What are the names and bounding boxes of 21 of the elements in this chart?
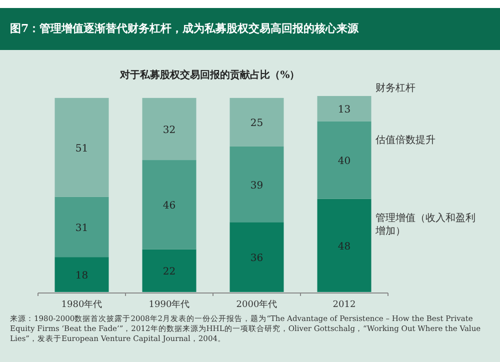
legend-item: 财务杠杆: [375, 82, 416, 96]
data-label: 48: [338, 241, 351, 252]
title: 图7：管理增值逐渐替代财务杠杆，成为私募股权交易高回报的核心来源: [0, 8, 500, 50]
x-tick-label: 1990年代: [148, 299, 190, 310]
data-label: 40: [338, 156, 351, 168]
data-label: 25: [250, 118, 264, 130]
legend-item: 估值倍数提升: [375, 134, 436, 147]
x-tick-label: 1980年代: [61, 299, 102, 310]
subtitle: 对于私募股权交易回报的贡献占比（%）: [118, 68, 301, 82]
data-label: 46: [162, 200, 176, 212]
data-label: 32: [162, 124, 176, 136]
data-label: 39: [250, 180, 264, 192]
data-label: 18: [75, 270, 88, 282]
data-label: 36: [250, 253, 264, 264]
x-tick-label: 2012: [332, 300, 356, 310]
data-label: 13: [338, 104, 351, 116]
data-label: 31: [75, 222, 88, 234]
legend-item: 管理增值（收入和盈利增加）: [375, 212, 476, 238]
x-tick-label: 2000年代: [236, 299, 278, 310]
data-label: 51: [75, 143, 88, 154]
data-label: 22: [162, 266, 176, 278]
